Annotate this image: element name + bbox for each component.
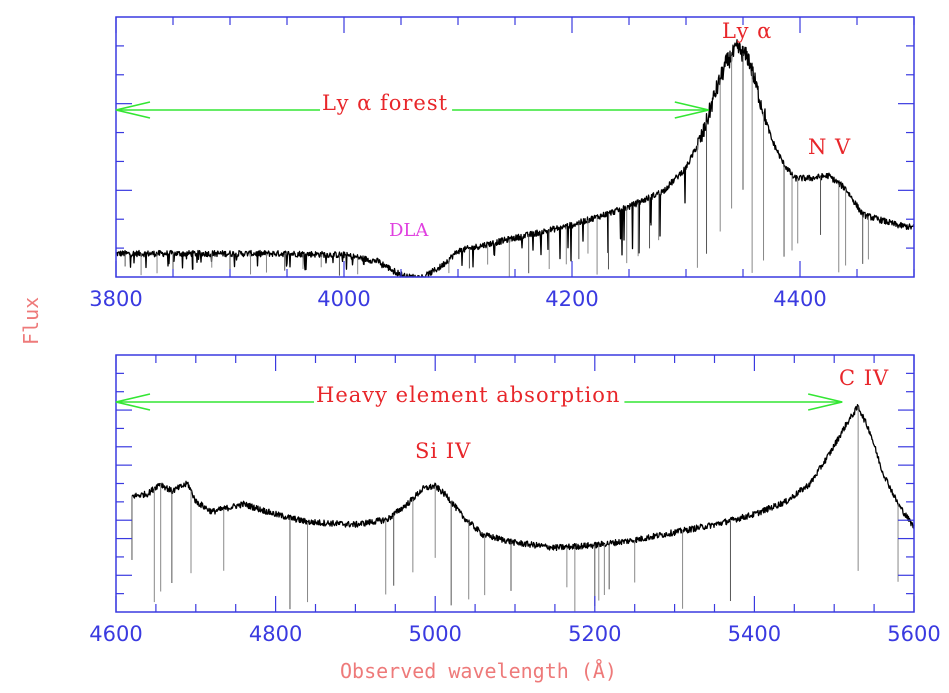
x-tick-label: 4600 — [89, 622, 142, 646]
x-axis-title: Observed wavelength (Å) — [340, 659, 617, 683]
x-tick-label: 4200 — [545, 287, 598, 311]
civ-label: C IV — [839, 366, 889, 390]
x-tick-label: 5200 — [568, 622, 621, 646]
nv-label: N V — [808, 135, 851, 159]
spectrum-line — [131, 403, 915, 552]
x-tick-label: 5400 — [728, 622, 781, 646]
dla-label: DLA — [389, 220, 429, 241]
top-panel: 3800 4000 4200 4400 — [89, 16, 915, 311]
arrow-head-left — [115, 101, 151, 119]
bottom-panel: 4600 4800 5000 5200 5400 5600 — [89, 354, 941, 646]
spectrum-line — [115, 39, 915, 278]
arrow-head-left — [115, 393, 151, 411]
x-tick-label: 4400 — [773, 287, 826, 311]
heavy-element-label: Heavy element absorption — [316, 383, 620, 407]
x-tick-label: 5000 — [408, 622, 461, 646]
arrow-head-right — [674, 101, 709, 119]
siiv-label: Si IV — [415, 439, 471, 463]
x-tick-label: 4000 — [317, 287, 370, 311]
y-axis-title: Flux — [19, 297, 43, 345]
x-tick-label: 3800 — [89, 287, 142, 311]
lya-forest-label: Ly α forest — [322, 91, 448, 115]
arrow-head-right — [807, 393, 843, 411]
x-tick-label: 5600 — [887, 622, 940, 646]
x-tick-label: 4800 — [249, 622, 302, 646]
lya-peak-label: Ly α — [722, 19, 772, 43]
